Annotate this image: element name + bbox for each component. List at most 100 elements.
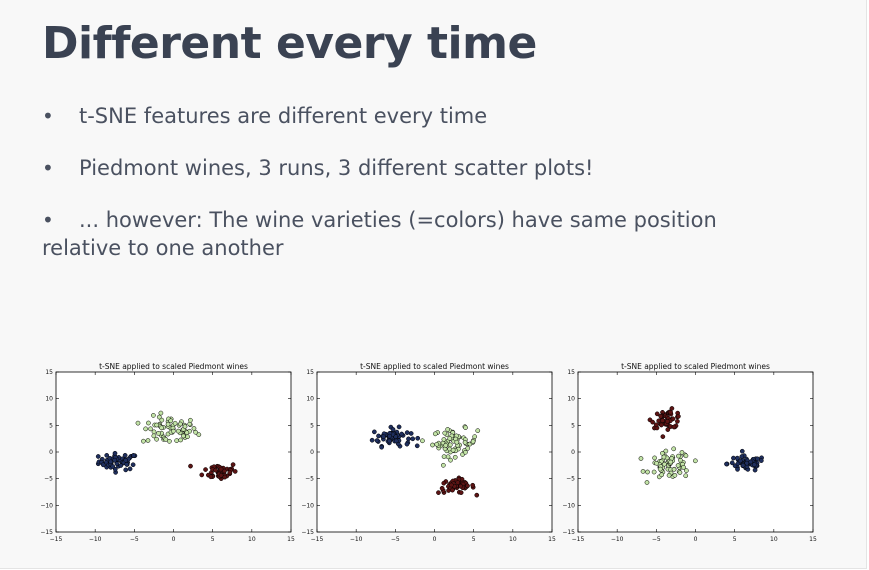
scatter-plots-svg: t-SNE applied to scaled Piedmont wines −1…: [40, 362, 817, 543]
plot-frame: [55, 371, 292, 533]
scatter-point: [404, 430, 410, 435]
scatter-point: [645, 469, 650, 475]
scatter-point: [154, 422, 160, 428]
scatter-point: [123, 467, 129, 473]
scatter-point: [372, 429, 377, 435]
scatter-point: [151, 413, 156, 418]
scatter-point: [410, 436, 416, 442]
y-tick-label: 10: [45, 396, 53, 403]
scatter-point: [474, 492, 480, 498]
x-tick-label: 10: [248, 536, 256, 543]
y-tick-label: 0: [49, 449, 53, 456]
scatter-point: [415, 435, 421, 441]
scatter-point: [434, 441, 440, 447]
scatter-point: [447, 442, 453, 448]
scatter-point: [436, 490, 441, 495]
y-tick-label: 15: [306, 369, 314, 376]
scatter-point: [744, 460, 750, 466]
y-tick-label: 0: [571, 449, 575, 456]
scatter-point: [135, 420, 141, 426]
scatter-point: [187, 421, 193, 427]
scatter-point: [387, 433, 392, 439]
scatter-point: [448, 457, 453, 463]
scatter-point: [758, 458, 764, 463]
scatter-point: [108, 459, 114, 465]
scatter-point: [441, 480, 447, 486]
scatter-point: [458, 483, 463, 489]
scatter-point: [661, 454, 667, 460]
scatter-point: [654, 411, 660, 417]
scatter-point: [443, 443, 449, 448]
scatter-point: [159, 417, 165, 423]
scatter-point: [193, 429, 198, 435]
x-tick-label: −5: [391, 536, 400, 543]
scatter-point: [430, 442, 435, 448]
bullet-text: ... however: The wine varieties (=colors…: [79, 208, 717, 232]
scatter-point: [167, 438, 172, 444]
scatter-point: [379, 444, 384, 450]
scatter-point: [130, 462, 136, 468]
scatter-point: [671, 446, 677, 452]
scatter-point: [465, 483, 470, 489]
scatter-point: [455, 480, 461, 485]
y-tick-label: −10: [562, 502, 575, 509]
y-tick-label: 5: [49, 422, 53, 429]
scatter-point: [683, 453, 689, 459]
scatter-point: [676, 414, 681, 419]
x-tick-label: −10: [350, 536, 363, 543]
plot-title: t-SNE applied to scaled Piedmont wines: [360, 362, 509, 371]
scatter-point: [146, 420, 151, 426]
x-tick-label: −5: [130, 536, 139, 543]
x-tick-label: 5: [472, 536, 476, 543]
scatter-point: [432, 431, 438, 437]
scatter-point: [374, 438, 380, 443]
scatter-point: [475, 428, 481, 434]
scatter-point: [148, 426, 153, 432]
scatter-point: [450, 447, 456, 453]
scatter-point: [232, 469, 238, 474]
scatter-point: [151, 433, 157, 439]
scatter-point: [141, 438, 146, 444]
scatter-point: [663, 448, 669, 454]
x-tick-label: 0: [694, 536, 698, 543]
scatter-point: [181, 433, 186, 439]
bullet-list: • t-SNE features are different every tim…: [42, 102, 842, 286]
scatter-point: [671, 424, 677, 430]
scatter-point: [203, 467, 208, 472]
scatter-point: [100, 462, 106, 468]
scatter-point: [672, 472, 678, 478]
x-tick-label: −15: [50, 536, 63, 543]
x-tick-label: −15: [572, 536, 585, 543]
scatter-point: [114, 461, 120, 467]
scatter-point: [658, 413, 664, 419]
scatter-point: [676, 453, 681, 459]
scatter-point: [666, 472, 672, 478]
scatter-point: [159, 425, 164, 431]
scatter-point: [441, 437, 447, 442]
x-tick-label: 0: [433, 536, 437, 543]
scatter-point: [110, 464, 116, 469]
scatter-point: [737, 458, 743, 464]
scatter-point: [185, 434, 190, 440]
y-tick-label: −5: [566, 476, 575, 483]
scatter-point: [399, 431, 405, 437]
scatter-point: [122, 452, 128, 458]
scatter-point: [406, 436, 411, 442]
scatter-point: [671, 466, 677, 472]
scatter-point: [472, 434, 478, 439]
scatter-point: [662, 461, 667, 467]
scatter-point: [178, 437, 184, 443]
x-tick-label: 10: [770, 536, 778, 543]
bullet-dot-icon: •: [42, 104, 54, 128]
scatter-point: [448, 482, 454, 488]
scatter-point: [462, 440, 468, 445]
bullet-text: t-SNE features are different every time: [79, 104, 488, 128]
scatter-point: [376, 433, 381, 439]
scatter-point: [668, 459, 674, 465]
scatter-point: [665, 427, 671, 432]
scatter-point: [739, 448, 745, 454]
bullet-text-continuation: relative to one another: [42, 236, 284, 260]
scatter-point: [442, 430, 448, 436]
scatter-point: [393, 438, 399, 444]
scatter-point: [208, 474, 214, 480]
